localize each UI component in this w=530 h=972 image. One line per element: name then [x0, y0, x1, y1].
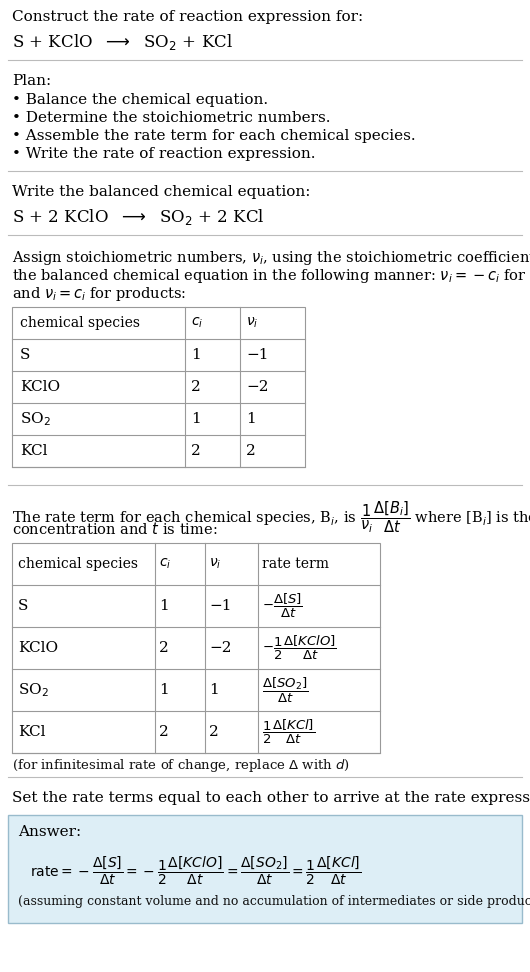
Text: −1: −1 [246, 348, 269, 362]
Text: 2: 2 [246, 444, 256, 458]
Bar [12, 307, 305, 467]
Text: −2: −2 [209, 641, 232, 655]
Text: concentration and $t$ is time:: concentration and $t$ is time: [12, 521, 217, 537]
Text: $c_i$: $c_i$ [191, 316, 204, 330]
Text: $c_i$: $c_i$ [159, 557, 171, 572]
Text: Construct the rate of reaction expression for:: Construct the rate of reaction expressio… [12, 10, 363, 24]
Text: • Determine the stoichiometric numbers.: • Determine the stoichiometric numbers. [12, 111, 331, 125]
Text: $-\dfrac{\Delta[S]}{\Delta t}$: $-\dfrac{\Delta[S]}{\Delta t}$ [262, 592, 303, 620]
Text: KClO: KClO [20, 380, 60, 394]
Text: 2: 2 [191, 380, 201, 394]
Text: the balanced chemical equation in the following manner: $\nu_i = -c_i$ for react: the balanced chemical equation in the fo… [12, 267, 530, 285]
Text: • Balance the chemical equation.: • Balance the chemical equation. [12, 93, 268, 107]
Text: Assign stoichiometric numbers, $\nu_i$, using the stoichiometric coefficients, $: Assign stoichiometric numbers, $\nu_i$, … [12, 249, 530, 267]
Text: S + KClO  $\longrightarrow$  SO$_2$ + KCl: S + KClO $\longrightarrow$ SO$_2$ + KCl [12, 32, 233, 52]
Text: (for infinitesimal rate of change, replace $\Delta$ with $d$): (for infinitesimal rate of change, repla… [12, 757, 350, 774]
Text: SO$_2$: SO$_2$ [20, 410, 51, 428]
Text: 2: 2 [209, 725, 219, 739]
Text: Set the rate terms equal to each other to arrive at the rate expression:: Set the rate terms equal to each other t… [12, 791, 530, 805]
Text: 1: 1 [159, 599, 169, 613]
Text: 1: 1 [191, 412, 201, 426]
Text: 1: 1 [246, 412, 256, 426]
Text: S: S [18, 599, 29, 613]
Text: and $\nu_i = c_i$ for products:: and $\nu_i = c_i$ for products: [12, 285, 187, 303]
Bar [8, 815, 522, 923]
Text: $\nu_i$: $\nu_i$ [246, 316, 259, 330]
Text: Plan:: Plan: [12, 74, 51, 88]
Text: −2: −2 [246, 380, 269, 394]
Text: −1: −1 [209, 599, 232, 613]
Text: 1: 1 [159, 683, 169, 697]
Text: S + 2 KClO  $\longrightarrow$  SO$_2$ + 2 KCl: S + 2 KClO $\longrightarrow$ SO$_2$ + 2 … [12, 207, 264, 227]
Text: (assuming constant volume and no accumulation of intermediates or side products): (assuming constant volume and no accumul… [18, 895, 530, 908]
Text: $\dfrac{1}{2}\dfrac{\Delta[KCl]}{\Delta t}$: $\dfrac{1}{2}\dfrac{\Delta[KCl]}{\Delta … [262, 718, 315, 746]
Text: • Assemble the rate term for each chemical species.: • Assemble the rate term for each chemic… [12, 129, 416, 143]
Text: Write the balanced chemical equation:: Write the balanced chemical equation: [12, 185, 311, 199]
Text: SO$_2$: SO$_2$ [18, 681, 49, 699]
Text: $-\dfrac{1}{2}\dfrac{\Delta[KClO]}{\Delta t}$: $-\dfrac{1}{2}\dfrac{\Delta[KClO]}{\Delt… [262, 634, 337, 662]
Text: $\dfrac{\Delta[SO_2]}{\Delta t}$: $\dfrac{\Delta[SO_2]}{\Delta t}$ [262, 676, 308, 705]
Text: 1: 1 [209, 683, 219, 697]
Text: Answer:: Answer: [18, 825, 81, 839]
Text: 2: 2 [159, 725, 169, 739]
Text: $\text{rate} = -\dfrac{\Delta[S]}{\Delta t} = -\dfrac{1}{2}\dfrac{\Delta[KClO]}{: $\text{rate} = -\dfrac{\Delta[S]}{\Delta… [30, 855, 361, 887]
Text: 1: 1 [191, 348, 201, 362]
Text: $\nu_i$: $\nu_i$ [209, 557, 222, 572]
Text: chemical species: chemical species [20, 316, 140, 330]
Bar [12, 543, 380, 753]
Text: • Write the rate of reaction expression.: • Write the rate of reaction expression. [12, 147, 315, 161]
Text: 2: 2 [159, 641, 169, 655]
Text: KCl: KCl [20, 444, 48, 458]
Text: KCl: KCl [18, 725, 46, 739]
Text: S: S [20, 348, 30, 362]
Text: The rate term for each chemical species, B$_i$, is $\dfrac{1}{\nu_i}\dfrac{\Delt: The rate term for each chemical species,… [12, 499, 530, 535]
Text: chemical species: chemical species [18, 557, 138, 571]
Text: 2: 2 [191, 444, 201, 458]
Text: rate term: rate term [262, 557, 329, 571]
Text: KClO: KClO [18, 641, 58, 655]
